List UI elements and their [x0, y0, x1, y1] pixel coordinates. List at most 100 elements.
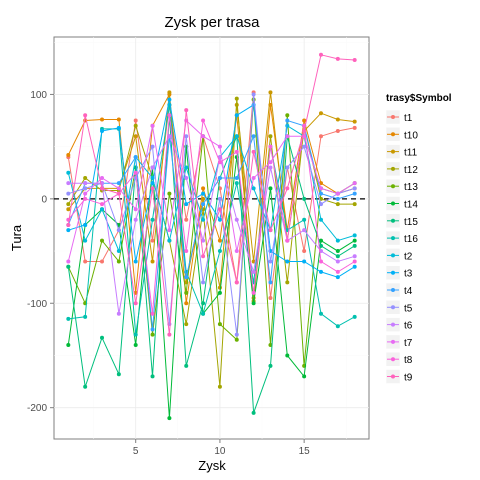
- legend-label: t2: [404, 251, 413, 262]
- data-point: [335, 191, 340, 196]
- data-point: [352, 202, 357, 207]
- data-point: [201, 191, 206, 196]
- series-line-t1: [67, 92, 355, 299]
- data-point: [184, 108, 189, 113]
- data-point: [116, 228, 121, 233]
- data-point: [100, 202, 105, 207]
- data-point: [150, 217, 155, 222]
- data-point: [83, 113, 88, 118]
- data-point: [184, 322, 189, 327]
- data-point: [234, 337, 239, 342]
- y-axis-label: Tura: [9, 224, 24, 251]
- data-point: [133, 123, 138, 128]
- data-point: [285, 238, 290, 243]
- legend-item-t12: t12: [385, 161, 418, 177]
- data-point: [335, 254, 340, 259]
- data-point: [100, 207, 105, 212]
- data-point: [217, 155, 222, 160]
- data-point: [167, 113, 172, 118]
- data-point: [234, 96, 239, 101]
- data-point: [352, 243, 357, 248]
- legend-item-t6: t6: [385, 317, 413, 332]
- series-t6: [66, 134, 357, 316]
- data-point: [268, 228, 273, 233]
- data-point: [83, 259, 88, 264]
- legend-label: t11: [404, 148, 418, 159]
- data-point: [167, 416, 172, 421]
- legend-key-point: [391, 149, 395, 154]
- legend-label: t10: [404, 130, 418, 141]
- data-point: [234, 149, 239, 154]
- legend-item-t13: t13: [385, 178, 418, 194]
- data-point: [352, 186, 357, 191]
- data-point: [150, 374, 155, 379]
- data-point: [302, 374, 307, 379]
- data-point: [268, 363, 273, 368]
- data-point: [201, 134, 206, 139]
- data-point: [285, 259, 290, 264]
- data-point: [201, 186, 206, 191]
- data-point: [150, 181, 155, 186]
- data-point: [251, 259, 256, 264]
- series-line-t6: [68, 135, 355, 314]
- series-t2: [66, 123, 357, 254]
- data-point: [217, 207, 222, 212]
- data-point: [133, 118, 138, 123]
- data-point: [318, 202, 323, 207]
- data-point: [184, 202, 189, 207]
- data-point: [133, 343, 138, 348]
- legend-item-t8: t8: [385, 351, 413, 367]
- data-point: [318, 52, 323, 57]
- data-point: [100, 259, 105, 264]
- legend-item-t5: t5: [385, 300, 413, 315]
- data-point: [66, 207, 71, 212]
- data-point: [150, 186, 155, 191]
- legend-item-t15: t15: [385, 213, 418, 229]
- data-point: [100, 175, 105, 180]
- data-point: [66, 170, 71, 175]
- data-point: [251, 290, 256, 295]
- data-point: [302, 196, 307, 201]
- chart-title: Zysk per trasa: [164, 14, 260, 31]
- data-point: [217, 217, 222, 222]
- x-tick-label: 5: [133, 446, 139, 457]
- data-point: [352, 238, 357, 243]
- data-point: [201, 311, 206, 316]
- data-point: [234, 249, 239, 254]
- data-point: [167, 332, 172, 337]
- data-point: [335, 249, 340, 254]
- series-line-t4: [67, 119, 355, 330]
- data-point: [335, 269, 340, 274]
- data-point: [83, 384, 88, 389]
- legend-title: trasy$Symbol: [386, 93, 452, 104]
- data-point: [335, 128, 340, 133]
- legend-label: t12: [404, 165, 418, 176]
- series-t9: [66, 52, 357, 337]
- data-point: [201, 217, 206, 222]
- data-point: [335, 117, 340, 122]
- legend-label: t4: [404, 286, 413, 297]
- data-point: [268, 186, 273, 191]
- data-point: [83, 314, 88, 319]
- data-point: [268, 90, 273, 95]
- data-point: [83, 181, 88, 186]
- data-point: [100, 186, 105, 191]
- data-point: [184, 363, 189, 368]
- data-point: [66, 343, 71, 348]
- data-point: [201, 254, 206, 259]
- data-point: [83, 175, 88, 180]
- data-point: [251, 410, 256, 415]
- data-point: [83, 222, 88, 227]
- legend-item-t3: t3: [385, 265, 413, 280]
- data-point: [234, 134, 239, 139]
- legend-key-point: [391, 339, 395, 344]
- data-point: [217, 384, 222, 389]
- data-point: [116, 117, 121, 122]
- data-point: [66, 316, 71, 321]
- data-point: [335, 259, 340, 264]
- y-tick-label: 100: [30, 90, 47, 101]
- data-point: [217, 196, 222, 201]
- legend-item-t14: t14: [385, 196, 418, 211]
- series-line-t9: [67, 54, 355, 335]
- data-point: [318, 259, 323, 264]
